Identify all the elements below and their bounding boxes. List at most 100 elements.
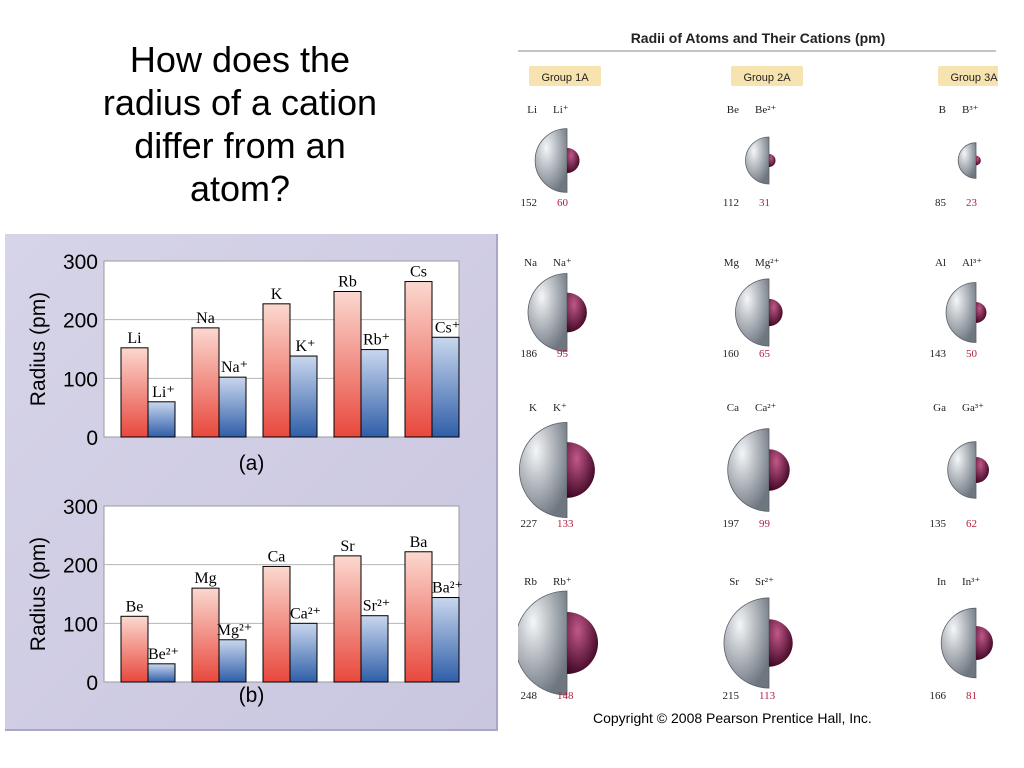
atom-bar	[333, 291, 362, 438]
cation-bar	[147, 663, 176, 683]
atom-symbol: K	[529, 402, 537, 414]
atom-symbol: Na	[524, 257, 537, 269]
atom-half-sphere	[957, 142, 977, 179]
atom-radius-value: 227	[521, 518, 538, 530]
panel-label: (b)	[239, 684, 265, 707]
cation-symbol: Sr²⁺	[755, 576, 774, 588]
cation-bar-label: Li⁺	[152, 384, 175, 401]
cation-bar	[360, 349, 389, 438]
atom-bar-label: Rb	[338, 274, 357, 291]
cation-radius-value: 60	[557, 197, 569, 209]
table-title: Radii of Atoms and Their Cations (pm)	[631, 30, 886, 46]
atom-radius-value: 160	[723, 348, 740, 360]
cation-symbol: Al³⁺	[962, 257, 982, 269]
y-tick-label: 200	[63, 555, 98, 578]
atom-bar	[404, 281, 433, 438]
cation-symbol: Na⁺	[553, 257, 572, 269]
atom-bar-label: Li	[127, 330, 142, 347]
title-line: atom?	[189, 168, 291, 209]
y-axis-label: Radius (pm)	[27, 292, 50, 406]
cation-half-sphere	[567, 292, 587, 333]
atom-bar-label: Ba	[410, 534, 428, 551]
bar-charts-panel: 0 100 200 300 Radius (pm) (a) Li Li⁺ Na Na⁺ K K⁺ Rb R…	[5, 234, 498, 731]
atom-radius-value: 166	[930, 690, 947, 702]
cation-bar-label: K⁺	[296, 338, 316, 355]
atom-radius-value: 135	[930, 518, 947, 530]
atom-bar-label: Sr	[340, 538, 355, 555]
atom-bar	[191, 327, 220, 438]
y-tick-label: 100	[63, 613, 98, 636]
group-header: Group 2A	[743, 72, 791, 84]
cation-bar-label: Mg²⁺	[217, 622, 252, 639]
group-header-bg	[529, 66, 601, 86]
atom-bar-label: Cs	[410, 264, 427, 281]
atom-bar	[120, 615, 149, 683]
cation-half-sphere	[567, 147, 580, 174]
cation-bar-label: Sr²⁺	[363, 598, 390, 615]
title-line: How does the	[129, 39, 351, 80]
atom-bar	[262, 303, 291, 438]
atom-radius-value: 186	[521, 348, 538, 360]
cation-symbol: Li⁺	[553, 104, 569, 116]
atom-radius-value: 215	[723, 690, 740, 702]
cation-bar-label: Ca²⁺	[290, 605, 321, 622]
cation-symbol: B³⁺	[962, 104, 979, 116]
atom-bar-label: Na	[196, 310, 215, 327]
atom-half-sphere	[527, 273, 568, 352]
cation-symbol: Ca²⁺	[755, 402, 777, 414]
atom-symbol: Ca	[727, 402, 739, 414]
cation-bar	[431, 597, 460, 683]
cation-radius-value: 95	[557, 348, 569, 360]
cation-half-sphere	[769, 619, 793, 667]
atom-symbol: Ga	[933, 402, 946, 414]
cation-symbol: Rb⁺	[553, 576, 572, 588]
atom-bar-label: Mg	[194, 570, 216, 587]
cation-radius-value: 99	[759, 518, 771, 530]
cation-radius-value: 23	[966, 197, 978, 209]
atom-radius-value: 112	[723, 197, 739, 209]
atom-half-sphere	[723, 597, 770, 689]
cation-symbol: K⁺	[553, 402, 567, 414]
atom-bar-label: Be	[126, 598, 144, 615]
title-line: radius of a cation	[102, 82, 378, 123]
atom-bar	[333, 555, 362, 683]
atom-symbol: B	[939, 104, 946, 116]
y-tick-label: 0	[86, 427, 98, 450]
cation-bar-label: Cs⁺	[435, 319, 460, 336]
cation-half-sphere	[976, 457, 989, 483]
atom-half-sphere	[727, 428, 770, 512]
cation-bar-label: Ba²⁺	[432, 580, 463, 597]
atom-bar-label: Ca	[268, 548, 286, 565]
bar-chart-b: 0 100 200 300 Radius (pm) (b) Be Be²⁺ Mg Mg²⁺ Ca Ca…	[27, 496, 463, 707]
atom-bar	[120, 347, 149, 438]
cation-bar	[431, 336, 460, 438]
atom-half-sphere	[941, 607, 977, 679]
atom-radius-value: 248	[521, 690, 538, 702]
group-header-bg	[938, 66, 998, 86]
cation-half-sphere	[769, 449, 790, 491]
cation-bar	[147, 401, 176, 438]
atom-symbol: Mg	[724, 257, 740, 269]
atom-bar	[404, 551, 433, 683]
cation-bar	[289, 355, 318, 438]
cation-symbol: Ga³⁺	[962, 402, 984, 414]
cation-half-sphere	[976, 155, 981, 166]
atom-half-sphere	[947, 441, 977, 499]
atom-symbol: In	[937, 576, 947, 588]
cation-radius-value: 31	[759, 197, 770, 209]
cation-half-sphere	[976, 626, 993, 660]
cation-half-sphere	[567, 442, 595, 498]
title-line: differ from an	[134, 125, 346, 166]
bar-chart-a: 0 100 200 300 Radius (pm) (a) Li Li⁺ Na Na⁺ K K⁺ Rb R…	[27, 251, 460, 475]
cation-bar-label: Rb⁺	[363, 332, 390, 349]
atom-radius-value: 143	[930, 348, 947, 360]
y-tick-label: 200	[63, 310, 98, 333]
cation-symbol: Be²⁺	[755, 104, 777, 116]
group-header: Group 1A	[541, 72, 589, 84]
y-tick-label: 300	[63, 496, 98, 519]
cation-symbol: In³⁺	[962, 576, 980, 588]
cation-radius-value: 65	[759, 348, 771, 360]
panel-label: (a)	[239, 452, 265, 475]
cation-radius-value: 148	[557, 690, 574, 702]
atom-bar	[262, 565, 291, 683]
